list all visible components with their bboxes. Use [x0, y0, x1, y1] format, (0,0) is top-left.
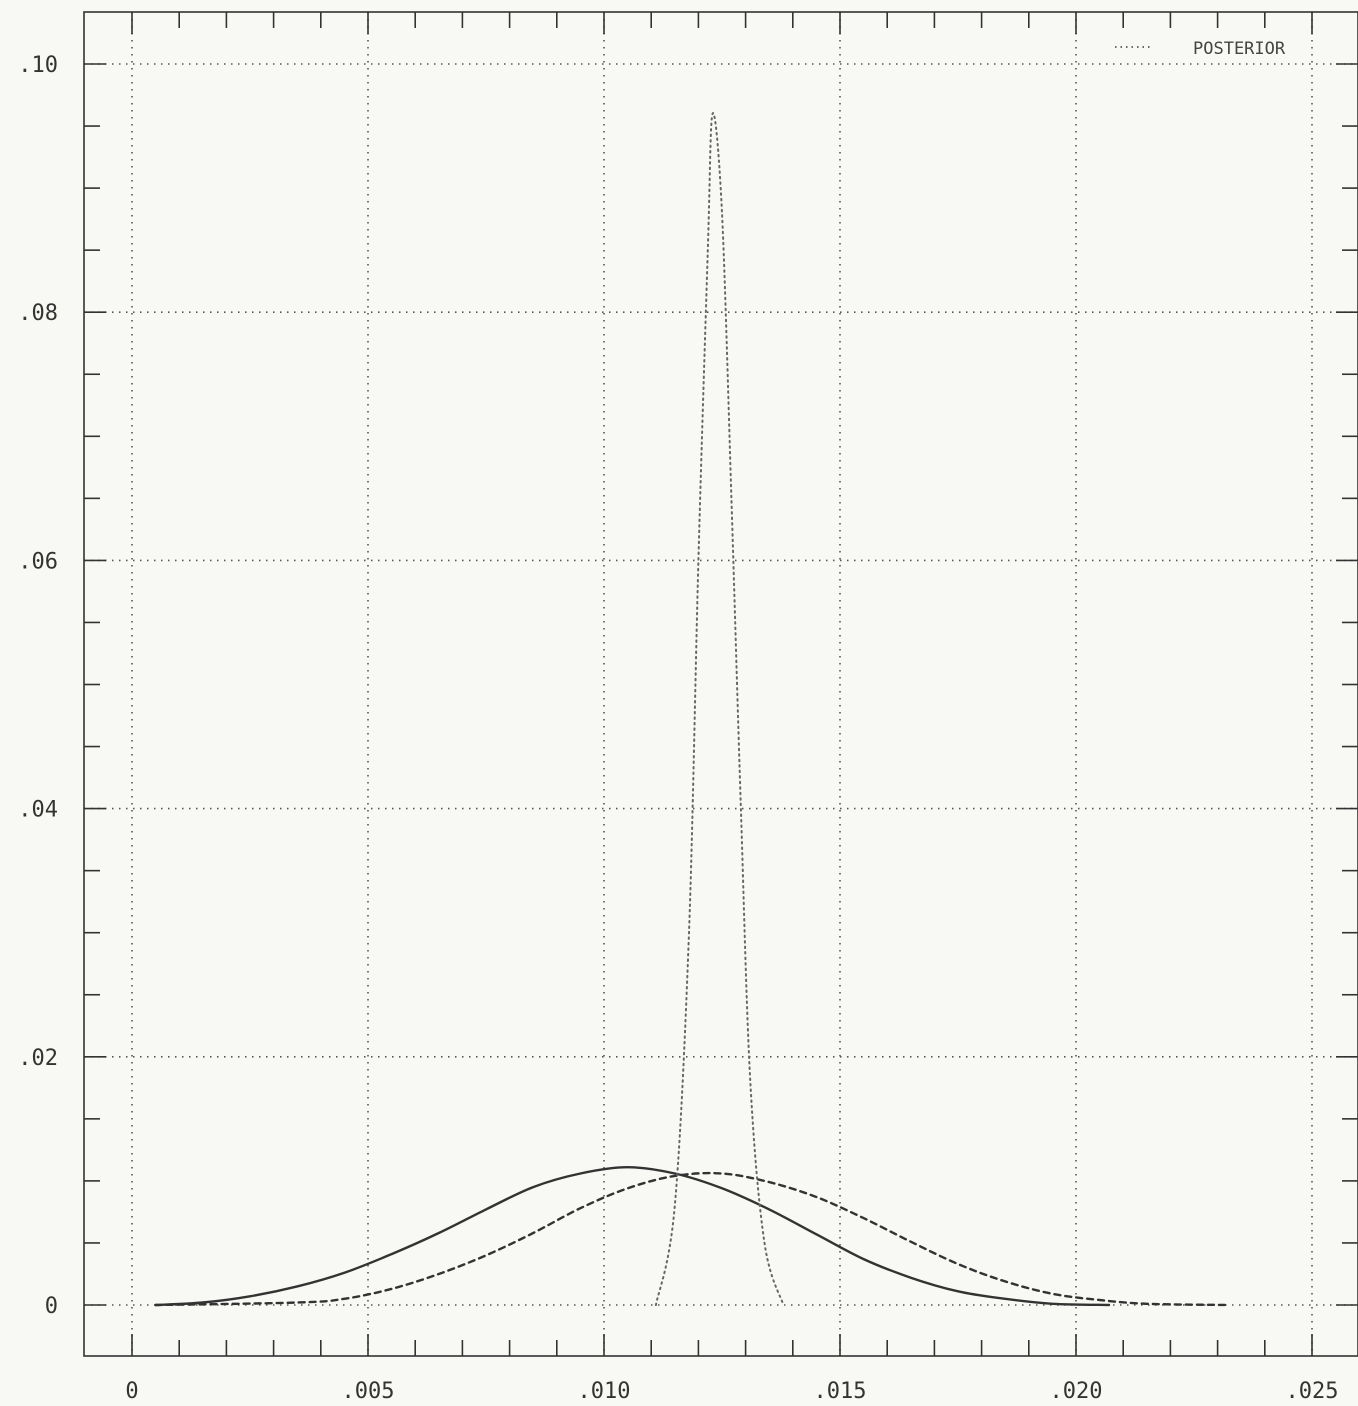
series-line-solid	[154, 1165, 1111, 1307]
x-tick-label: .025	[1286, 1379, 1339, 1404]
series-line-dashed	[154, 1171, 1229, 1307]
y-tick-label: .10	[18, 53, 58, 78]
y-tick-label: 0	[45, 1294, 58, 1319]
series-layer	[154, 112, 1229, 1307]
x-tick-label: .005	[342, 1379, 395, 1404]
y-tick-label: .04	[18, 798, 58, 823]
y-tick-label: .08	[18, 301, 58, 326]
plot-frame	[83, 11, 1358, 1357]
legend: POSTERIOR	[1115, 39, 1286, 59]
x-tick-label: 0	[125, 1379, 138, 1404]
series-line-dotted	[654, 112, 785, 1306]
x-tick-label: .015	[814, 1379, 867, 1404]
y-tick-label: .02	[18, 1046, 58, 1071]
grid-layer	[84, 12, 1358, 1356]
y-tick-label: .06	[18, 549, 58, 574]
tick-marks	[84, 12, 1358, 1356]
legend-label-posterior: POSTERIOR	[1193, 39, 1286, 59]
x-tick-label: .010	[578, 1379, 631, 1404]
tick-labels: 0 .005 .010 .015 .020 .025 0 .02 .04 .06 .08 .10	[18, 53, 1338, 1404]
x-tick-label: .020	[1050, 1379, 1103, 1404]
